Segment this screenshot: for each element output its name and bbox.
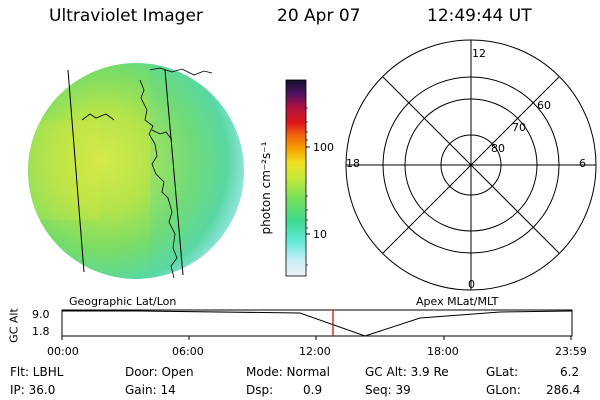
timeline-tick-1800: 18:00 bbox=[427, 345, 459, 358]
gain-status: Gain: 14 bbox=[125, 383, 176, 397]
glat-value: 6.2 bbox=[560, 365, 580, 379]
colorbar-unit-label: photon cm⁻²s⁻¹ bbox=[259, 141, 273, 235]
timeline-plot bbox=[61, 309, 573, 340]
timeline-y-min: 1.8 bbox=[32, 325, 50, 338]
date-label: 20 Apr 07 bbox=[277, 6, 361, 26]
filter-status: Flt: LBHL bbox=[10, 365, 64, 379]
time-label: 12:49:44 UT bbox=[427, 6, 532, 26]
right-panel-caption: Apex MLat/MLT bbox=[416, 295, 499, 308]
timeline-tick-0000: 00:00 bbox=[47, 345, 79, 358]
door-status: Door: Open bbox=[125, 365, 194, 379]
left-panel-caption: Geographic Lat/Lon bbox=[69, 295, 177, 308]
dsp-label: Dsp: bbox=[246, 383, 274, 397]
app-title: Ultraviolet Imager bbox=[49, 6, 203, 26]
timeline-tick-0600: 06:00 bbox=[172, 345, 204, 358]
gc-alt-status: GC Alt: 3.9 Re bbox=[365, 365, 449, 379]
dsp-value: 0.9 bbox=[303, 383, 323, 397]
mode-status: Mode: Normal bbox=[246, 365, 330, 379]
timeline-axis-label: GC Alt bbox=[7, 308, 21, 343]
mlt-label-12: 12 bbox=[472, 47, 486, 60]
mlat-label-80: 80 bbox=[491, 142, 505, 155]
colorbar-tick-10: 10 bbox=[313, 228, 327, 241]
mlt-label-6: 6 bbox=[579, 157, 586, 170]
timeline-y-max: 9.0 bbox=[32, 308, 50, 321]
glon-value: 286.4 bbox=[546, 383, 581, 397]
mlat-label-60: 60 bbox=[537, 99, 551, 112]
mlt-label-0: 0 bbox=[468, 278, 475, 291]
seq-status: Seq: 39 bbox=[365, 383, 411, 397]
mlat-label-70: 70 bbox=[512, 121, 526, 134]
coastline bbox=[81, 67, 213, 279]
uv-image-disk bbox=[28, 63, 244, 279]
glat-label: GLat: bbox=[486, 365, 519, 379]
colorbar bbox=[285, 79, 310, 277]
meridian-line bbox=[164, 69, 184, 276]
polar-grid bbox=[345, 39, 597, 291]
glon-label: GLon: bbox=[486, 383, 521, 397]
timeline-tick-1200: 12:00 bbox=[299, 345, 331, 358]
mlt-label-18: 18 bbox=[346, 157, 360, 170]
timeline-tick-2359: 23:59 bbox=[555, 345, 587, 358]
colorbar-tick-100: 100 bbox=[313, 141, 334, 154]
meridian-line bbox=[67, 69, 85, 273]
ip-status: IP: 36.0 bbox=[10, 383, 56, 397]
